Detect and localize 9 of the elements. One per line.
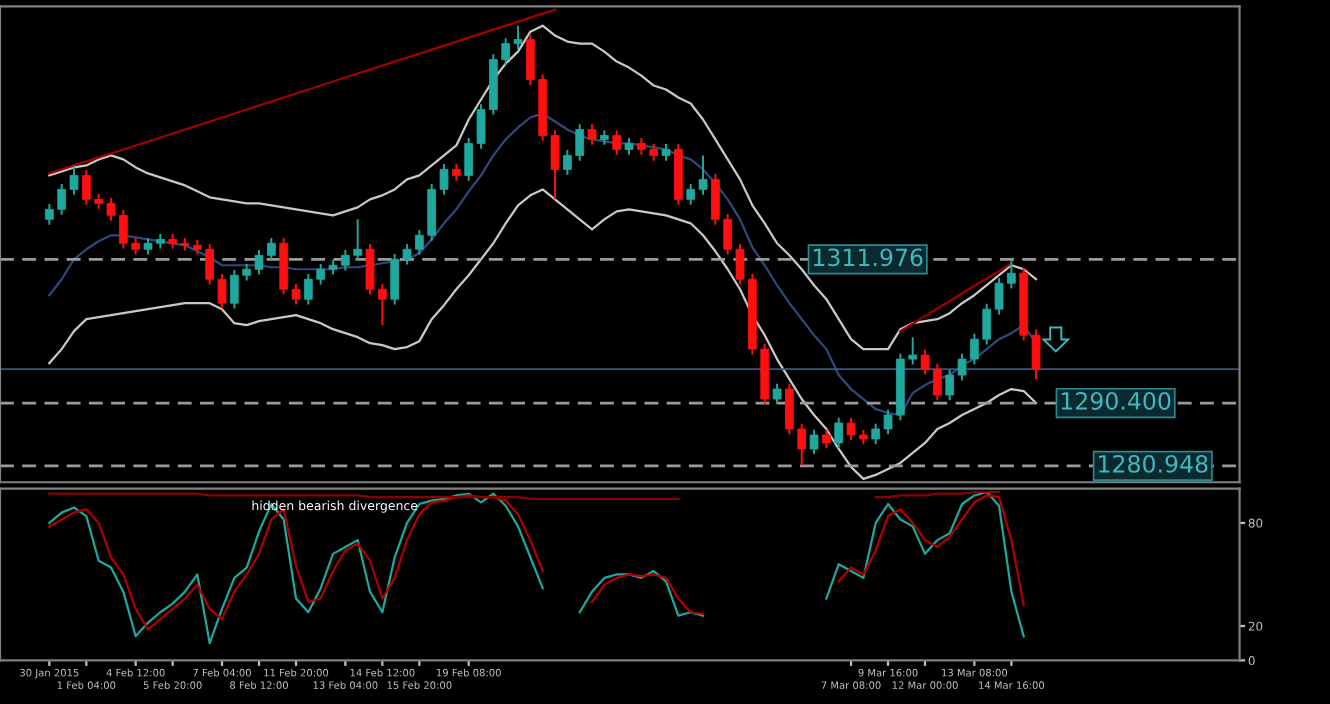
- candlestick: [612, 129, 622, 156]
- ref-line-label: 1311.976: [813, 248, 923, 267]
- candlestick: [834, 416, 844, 450]
- ref-line-label: 1280.948: [1099, 454, 1208, 473]
- candlestick: [587, 123, 597, 146]
- candlestick: [822, 428, 831, 450]
- candlestick: [809, 428, 819, 456]
- ref-line-label: 1290.400: [1061, 392, 1171, 410]
- candlestick: [772, 382, 782, 406]
